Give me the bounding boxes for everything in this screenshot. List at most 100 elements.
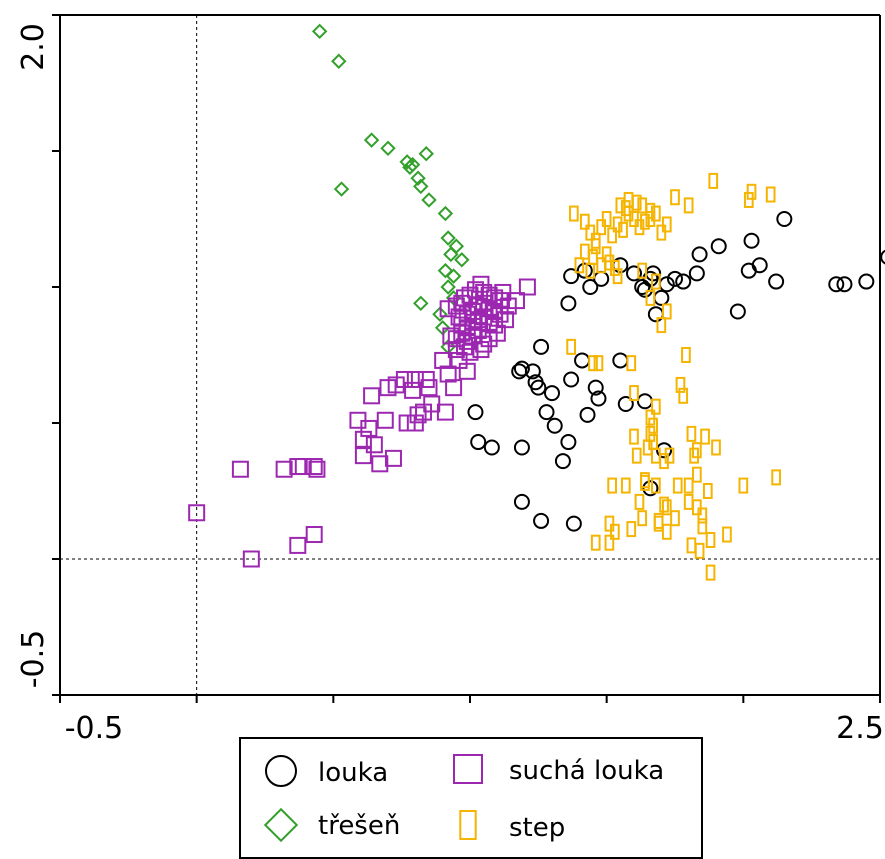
data-point-circle — [546, 417, 563, 434]
data-point-rect — [697, 518, 708, 535]
data-point-circle — [636, 281, 653, 298]
data-point-rect — [689, 447, 699, 464]
data-point-rect — [659, 496, 669, 513]
data-point-rect — [705, 564, 716, 581]
data-point-circle — [751, 257, 768, 274]
data-point-square — [365, 436, 383, 454]
data-point-square — [469, 311, 487, 329]
data-point-circle — [768, 273, 785, 290]
data-point-rect — [604, 254, 615, 271]
data-point-rect — [672, 477, 683, 494]
data-point-square — [384, 449, 402, 467]
data-point-rect — [618, 221, 628, 238]
data-point-square — [417, 370, 435, 388]
data-point-rect — [626, 521, 637, 538]
data-point-square — [231, 460, 249, 478]
data-point-rect — [678, 387, 689, 404]
data-point-rect — [765, 186, 776, 203]
data-point-diamond — [413, 178, 429, 195]
data-point-rect — [629, 385, 639, 402]
data-point-circle — [513, 360, 530, 377]
data-point-rect — [629, 428, 639, 445]
data-point-rect — [640, 474, 650, 491]
data-point-rect — [601, 246, 612, 263]
data-point-square — [305, 526, 323, 544]
legend-marker-rect — [459, 810, 477, 840]
data-point-square — [188, 504, 206, 522]
data-point-rect — [604, 534, 615, 551]
data-point-diamond — [410, 170, 426, 186]
data-point-rect — [607, 227, 617, 244]
data-point-rect — [623, 205, 634, 222]
data-point-square — [275, 460, 293, 478]
data-point-rect — [670, 189, 680, 206]
data-point-rect — [746, 183, 757, 200]
data-point-square — [409, 406, 427, 424]
data-point-rect — [651, 205, 661, 222]
data-point-rect — [692, 466, 702, 483]
x-tick-label-max: 2.5 — [836, 711, 884, 746]
data-point-rect — [579, 243, 590, 260]
data-point-square — [349, 411, 367, 429]
data-point-rect — [683, 197, 694, 214]
data-point-circle — [729, 303, 746, 320]
series-circle — [467, 211, 885, 532]
data-points — [188, 23, 885, 581]
data-point-rect — [692, 442, 702, 459]
data-point-circle — [688, 265, 705, 282]
data-point-circle — [563, 371, 580, 388]
data-point-rect — [771, 469, 781, 486]
data-point-circle — [828, 276, 845, 293]
data-point-rect — [588, 355, 598, 372]
data-point-rect — [569, 205, 579, 222]
data-point-circle — [587, 379, 604, 396]
data-point-rect — [722, 526, 732, 543]
data-point-rect — [670, 510, 680, 527]
data-point-square — [376, 411, 394, 429]
legend: louka suchá louka třešeň step — [239, 737, 703, 859]
data-point-square — [518, 278, 536, 296]
data-point-circle — [513, 439, 530, 456]
data-point-rect — [604, 515, 615, 532]
legend-label: třešeň — [318, 811, 400, 841]
data-point-rect — [700, 428, 710, 445]
data-point-rect — [640, 213, 650, 230]
data-point-circle — [574, 352, 591, 369]
data-point-rect — [574, 257, 585, 274]
x-tick-label-min: -0.5 — [65, 711, 124, 746]
data-point-diamond — [448, 238, 465, 254]
data-point-circle — [579, 406, 596, 423]
data-point-rect — [620, 477, 631, 494]
data-point-diamond — [333, 181, 350, 197]
data-point-rect — [664, 447, 675, 464]
data-point-circle — [691, 246, 708, 263]
data-point-rect — [590, 534, 601, 551]
data-point-circle — [538, 404, 555, 421]
data-point-diamond — [454, 252, 470, 268]
axis-tick-labels: -0.5 2.5 -0.5 2.0 — [16, 23, 884, 746]
data-point-rect — [711, 439, 721, 456]
data-point-rect — [585, 224, 596, 241]
data-point-circle — [776, 211, 793, 227]
data-point-rect — [610, 259, 620, 276]
data-point-circle — [560, 434, 577, 451]
series-rect — [566, 172, 781, 581]
data-point-circle — [582, 279, 599, 295]
data-point-circle — [511, 363, 528, 380]
data-point-rect — [683, 493, 694, 510]
data-point-square — [458, 362, 476, 380]
data-point-circle — [617, 395, 634, 412]
data-point-square — [472, 341, 490, 359]
data-point-square — [305, 458, 323, 476]
data-point-square — [354, 430, 372, 448]
reference-lines — [60, 15, 880, 695]
data-point-circle — [470, 434, 487, 451]
data-point-rect — [590, 232, 601, 249]
data-point-diamond — [421, 192, 437, 208]
data-point-square — [294, 458, 312, 476]
data-point-circle — [524, 363, 541, 380]
data-point-square — [442, 327, 460, 345]
data-point-circle — [710, 238, 727, 255]
data-point-circle — [880, 249, 885, 265]
